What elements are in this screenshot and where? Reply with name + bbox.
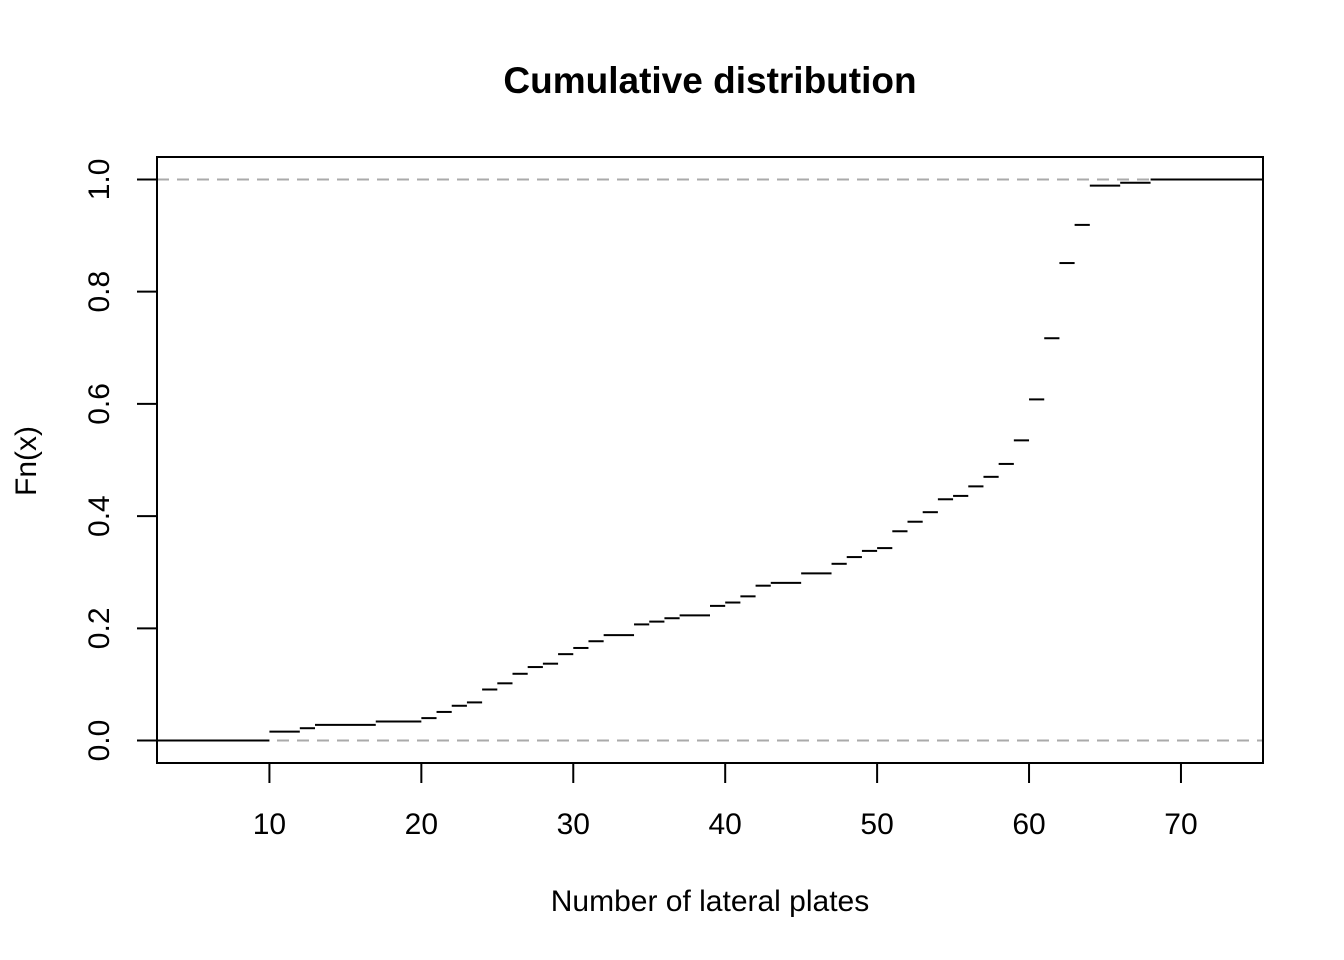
x-tick-label: 40 bbox=[709, 808, 742, 841]
plot-frame bbox=[156, 156, 1264, 764]
x-tick-label: 50 bbox=[860, 808, 893, 841]
ecdf-steps bbox=[157, 178, 1263, 742]
x-tick-label: 70 bbox=[1164, 808, 1197, 841]
y-axis-label: Fn(x) bbox=[10, 426, 43, 496]
x-axis: 10 20 30 40 50 60 70 bbox=[253, 763, 1198, 841]
y-tick-label: 0.8 bbox=[83, 271, 116, 313]
chart-title: Cumulative distribution bbox=[503, 60, 916, 101]
x-tick-label: 30 bbox=[557, 808, 590, 841]
y-tick-label: 0.6 bbox=[83, 383, 116, 425]
y-tick-label: 0.4 bbox=[83, 495, 116, 537]
y-axis: 0.0 0.2 0.4 0.6 0.8 1.0 bbox=[83, 159, 157, 762]
y-tick-label: 0.2 bbox=[83, 607, 116, 649]
reference-lines bbox=[157, 178, 1263, 742]
x-tick-label: 60 bbox=[1012, 808, 1045, 841]
x-tick-label: 20 bbox=[405, 808, 438, 841]
x-axis-label: Number of lateral plates bbox=[551, 885, 870, 918]
y-tick-label: 0.0 bbox=[83, 720, 116, 762]
x-tick-label: 10 bbox=[253, 808, 286, 841]
y-tick-label: 1.0 bbox=[83, 159, 116, 201]
